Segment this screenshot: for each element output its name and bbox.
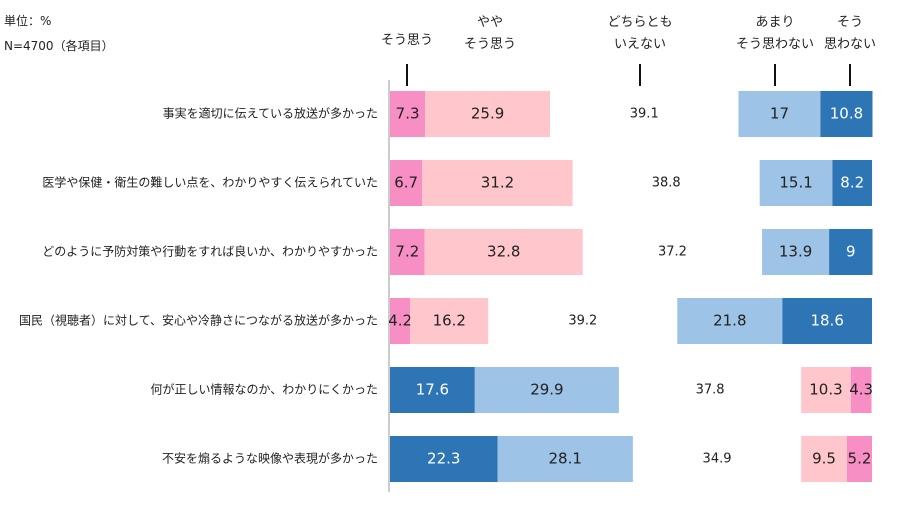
legend-entry: やや そう思う — [463, 15, 517, 52]
bar-segment — [390, 298, 411, 344]
value-label: 38.8 — [652, 176, 681, 191]
value-label: 39.1 — [630, 107, 659, 122]
value-label: 21.8 — [713, 312, 746, 330]
value-label: 18.6 — [810, 312, 843, 330]
category-label: 医学や保健・衛生の難しい点を、わかりやすく伝えられていた — [42, 175, 378, 190]
value-label: 9.5 — [812, 450, 836, 468]
value-label: 7.3 — [396, 105, 420, 123]
category-label: 事実を適切に伝えている放送が多かった — [163, 106, 378, 121]
bar-segment — [390, 436, 498, 482]
bar-segment — [762, 229, 830, 275]
bar-segment — [497, 436, 633, 482]
value-label: 8.2 — [840, 174, 864, 192]
bar-segment — [832, 160, 872, 206]
bar-segment — [390, 91, 426, 137]
value-label: 32.8 — [487, 243, 520, 261]
value-label: 15.1 — [779, 174, 812, 192]
bar-segment — [422, 160, 573, 206]
bar-segment — [829, 229, 873, 275]
value-label: 4.2 — [388, 312, 412, 330]
bar-segment — [801, 436, 847, 482]
bar-segment — [820, 91, 873, 137]
value-label: 25.9 — [471, 105, 504, 123]
value-label: 5.2 — [848, 450, 872, 468]
category-label: どのように予防対策や行動をすれば良いか、わかりやすかった — [42, 244, 378, 259]
legend-entry: そう思う — [380, 33, 434, 48]
value-label: 9 — [846, 243, 856, 261]
bar-segment — [572, 160, 760, 206]
value-label: 37.8 — [696, 383, 725, 398]
value-label: 10.8 — [830, 105, 863, 123]
legend-entry: どちらとも いえない — [607, 15, 673, 52]
bar-segment — [801, 367, 851, 413]
sample-label: N=4700（各項目） — [4, 39, 114, 53]
legend-entry: あまり そう思わない — [735, 15, 815, 52]
value-label: 39.2 — [568, 314, 597, 329]
bar-segment — [618, 367, 802, 413]
bar-segment — [410, 298, 489, 344]
bar-segment — [390, 160, 423, 206]
value-label: 17.6 — [416, 381, 449, 399]
value-label: 6.7 — [394, 174, 418, 192]
bar-segment — [677, 298, 783, 344]
bar-segment — [759, 160, 833, 206]
value-label: 28.1 — [549, 450, 582, 468]
value-label: 16.2 — [433, 312, 466, 330]
bar-segment — [488, 298, 678, 344]
bar-segment — [738, 91, 821, 137]
value-label: 17 — [770, 105, 789, 123]
value-label: 34.9 — [703, 452, 732, 467]
bar-segment — [550, 91, 739, 137]
bar-segment — [425, 91, 551, 137]
value-label: 10.3 — [809, 381, 842, 399]
bar-segment — [582, 229, 763, 275]
value-label: 7.2 — [395, 243, 419, 261]
value-label: 4.3 — [849, 381, 873, 399]
bar-segment — [782, 298, 872, 344]
bar-segment — [390, 367, 475, 413]
legend-entry: そう 思わない — [823, 15, 877, 52]
value-label: 29.9 — [530, 381, 563, 399]
value-label: 31.2 — [481, 174, 514, 192]
bar-segment — [390, 229, 425, 275]
category-label: 国民（視聴者）に対して、安心や冷静さにつながる放送が多かった — [19, 313, 378, 328]
value-label: 13.9 — [779, 243, 812, 261]
bar-segment — [424, 229, 583, 275]
bar-segment — [846, 436, 872, 482]
category-label: 何が正しい情報なのか、わかりにくかった — [150, 382, 378, 397]
bar-segment — [850, 367, 872, 413]
bar-segment — [474, 367, 619, 413]
value-label: 22.3 — [427, 450, 460, 468]
category-label: 不安を煽るような映像や表現が多かった — [162, 451, 378, 466]
unit-label: 単位：% — [4, 14, 52, 28]
bar-segment — [632, 436, 802, 482]
value-label: 37.2 — [658, 245, 687, 260]
